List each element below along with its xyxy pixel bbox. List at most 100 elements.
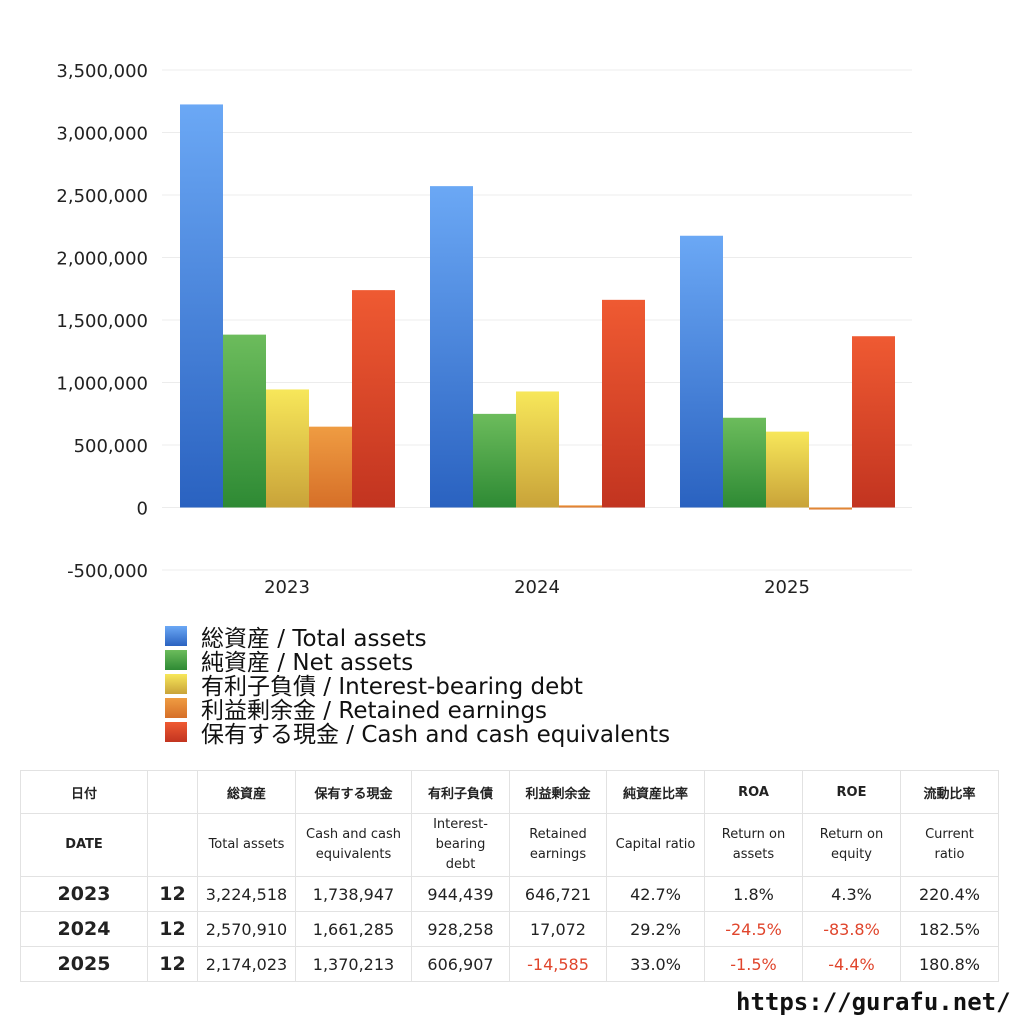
legend-swatch-total-assets (165, 626, 187, 646)
header-date-en: DATE (20, 813, 148, 877)
table-header-en: DATE Total assets Cash and cash equivalen… (20, 813, 999, 877)
legend-item-total-assets: 総資産 / Total assets (165, 624, 670, 652)
y-tick-label: 1,000,000 (56, 374, 148, 395)
y-tick-label: 3,500,000 (56, 61, 148, 82)
y-tick-label: 1,500,000 (56, 311, 148, 332)
header-current-ratio-en: Current ratio (900, 813, 999, 877)
legend-item-cash: 保有する現金 / Cash and cash equivalents (165, 720, 670, 748)
cell-retained: 17,072 (509, 911, 607, 947)
cell-current-ratio: 220.4% (900, 876, 999, 912)
cell-retained: -14,585 (509, 946, 607, 982)
cell-month: 12 (147, 911, 198, 947)
bar (266, 389, 309, 508)
cell-roa: -24.5% (704, 911, 803, 947)
table-row: 2024 12 2,570,910 1,661,285 928,258 17,0… (20, 911, 999, 947)
y-tick-label: 0 (137, 499, 148, 520)
bar (309, 426, 352, 508)
legend-label-cash: 保有する現金 / Cash and cash equivalents (201, 722, 671, 748)
bar (516, 391, 559, 508)
legend-label-net-assets: 純資産 / Net assets (201, 650, 414, 676)
legend-item-retained-earnings: 利益剰余金 / Retained earnings (165, 696, 670, 724)
legend-swatch-interest-bearing-debt (165, 674, 187, 694)
cell-capital-ratio: 29.2% (606, 911, 705, 947)
header-cash-en: Cash and cash equivalents (295, 813, 412, 877)
bar (180, 104, 223, 508)
legend-swatch-retained-earnings (165, 698, 187, 718)
cell-current-ratio: 180.8% (900, 946, 999, 982)
table-row: 2025 12 2,174,023 1,370,213 606,907 -14,… (20, 946, 999, 982)
cell-total-assets: 2,174,023 (197, 946, 296, 982)
cell-month: 12 (147, 876, 198, 912)
legend-swatch-net-assets (165, 650, 187, 670)
y-tick-label: -500,000 (67, 561, 148, 582)
bar (559, 505, 602, 508)
cell-year: 2023 (20, 876, 148, 912)
cell-roe: -83.8% (802, 911, 901, 947)
bar (473, 413, 516, 508)
cell-roa: 1.8% (704, 876, 803, 912)
header-month-en (147, 813, 198, 877)
table-header-jp: 日付 総資産 保有する現金 有利子負債 利益剰余金 純資産比率 ROA ROE … (20, 770, 999, 814)
header-capital-ratio-jp: 純資産比率 (606, 770, 705, 814)
x-tick-label: 2023 (264, 577, 310, 598)
header-cash-jp: 保有する現金 (295, 770, 412, 814)
legend-label-total-assets: 総資産 / Total assets (201, 626, 427, 652)
header-total-assets-en: Total assets (197, 813, 296, 877)
cell-year: 2025 (20, 946, 148, 982)
header-capital-ratio-en: Capital ratio (606, 813, 705, 877)
cell-current-ratio: 182.5% (900, 911, 999, 947)
x-tick-label: 2025 (764, 577, 810, 598)
x-tick-label: 2024 (514, 577, 560, 598)
cell-debt: 928,258 (411, 911, 510, 947)
header-roe-en: Return on equity (802, 813, 901, 877)
cell-capital-ratio: 33.0% (606, 946, 705, 982)
legend-item-net-assets: 純資産 / Net assets (165, 648, 670, 676)
bar (352, 290, 395, 508)
y-tick-label: 3,000,000 (56, 124, 148, 145)
cell-total-assets: 2,570,910 (197, 911, 296, 947)
financial-table: 日付 総資産 保有する現金 有利子負債 利益剰余金 純資産比率 ROA ROE … (20, 770, 999, 982)
bar (430, 186, 473, 508)
bar (852, 336, 895, 508)
header-retained-en: Retained earnings (509, 813, 607, 877)
bar (723, 417, 766, 508)
cell-year: 2024 (20, 911, 148, 947)
header-roa-jp: ROA (704, 770, 803, 814)
cell-debt: 944,439 (411, 876, 510, 912)
legend-item-interest-bearing-debt: 有利子負債 / Interest-bearing debt (165, 672, 670, 700)
bar (602, 299, 645, 508)
bar (809, 507, 852, 510)
cell-debt: 606,907 (411, 946, 510, 982)
legend-label-retained-earnings: 利益剰余金 / Retained earnings (201, 698, 548, 724)
cell-roe: 4.3% (802, 876, 901, 912)
header-retained-jp: 利益剰余金 (509, 770, 607, 814)
header-date-jp: 日付 (20, 770, 148, 814)
cell-capital-ratio: 42.7% (606, 876, 705, 912)
header-debt-en: Interest-bearing debt (411, 813, 510, 877)
y-tick-label: 2,500,000 (56, 186, 148, 207)
cell-total-assets: 3,224,518 (197, 876, 296, 912)
header-debt-jp: 有利子負債 (411, 770, 510, 814)
site-url: https://gurafu.net/ (736, 988, 1011, 1016)
table-row: 2023 12 3,224,518 1,738,947 944,439 646,… (20, 876, 999, 912)
cell-roe: -4.4% (802, 946, 901, 982)
cell-month: 12 (147, 946, 198, 982)
header-roa-en: Return on assets (704, 813, 803, 877)
bar (766, 431, 809, 508)
header-roe-jp: ROE (802, 770, 901, 814)
cell-cash: 1,661,285 (295, 911, 412, 947)
bar (223, 334, 266, 508)
chart-legend: 総資産 / Total assets 純資産 / Net assets 有利子負… (165, 624, 670, 748)
header-month-jp (147, 770, 198, 814)
cell-cash: 1,738,947 (295, 876, 412, 912)
y-tick-label: 2,000,000 (56, 249, 148, 270)
bar-chart: 3,500,000 3,000,000 2,500,000 2,000,000 1,50… (56, 61, 912, 598)
header-total-assets-jp: 総資産 (197, 770, 296, 814)
header-current-ratio-jp: 流動比率 (900, 770, 999, 814)
bar (680, 235, 723, 508)
cell-roa: -1.5% (704, 946, 803, 982)
cell-retained: 646,721 (509, 876, 607, 912)
legend-label-interest-bearing-debt: 有利子負債 / Interest-bearing debt (201, 674, 583, 700)
y-tick-label: 500,000 (74, 436, 148, 457)
legend-swatch-cash (165, 722, 187, 742)
